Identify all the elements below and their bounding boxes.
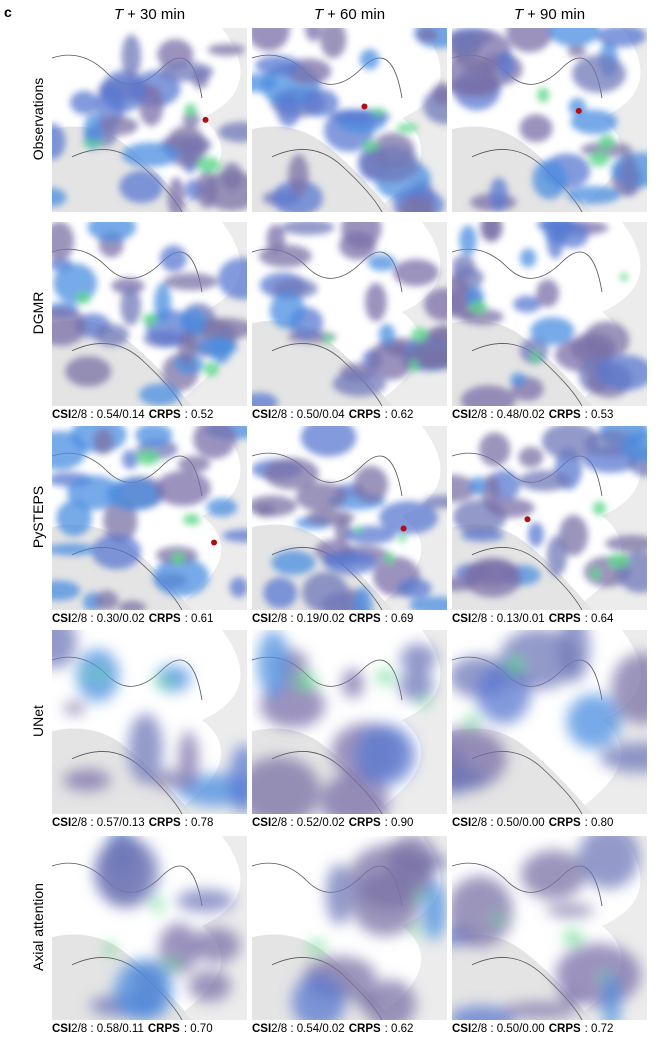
crps-label: CRPS (349, 409, 381, 421)
map-panel (52, 836, 247, 1020)
csi-label: CSI (452, 1023, 471, 1035)
csi-value: 2/8 : 0.48/0.02 (471, 409, 545, 421)
header-text: + 90 min (527, 6, 585, 23)
map-panel (252, 28, 447, 212)
metric-text: CSI2/8 : 0.52/0.02 CRPS : 0.90 (252, 817, 413, 829)
crps-label: CRPS (349, 1023, 381, 1035)
map-panel (52, 222, 247, 406)
csi-label: CSI (452, 409, 471, 421)
map-panel (252, 836, 447, 1020)
header-text: + 30 min (127, 6, 185, 23)
csi-value: 2/8 : 0.13/0.01 (471, 613, 545, 625)
metric-text: CSI2/8 : 0.48/0.02 CRPS : 0.53 (452, 409, 613, 421)
crps-label: CRPS (549, 613, 581, 625)
map-panel (52, 28, 247, 212)
metric-text: CSI2/8 : 0.50/0.00 CRPS : 0.80 (452, 817, 613, 829)
crps-value: : 0.70 (184, 1023, 213, 1035)
csi-value: 2/8 : 0.50/0.00 (471, 1023, 545, 1035)
map-panel (452, 426, 647, 610)
csi-label: CSI (52, 817, 71, 829)
metric-text: CSI2/8 : 0.58/0.11 CRPS : 0.70 (52, 1023, 213, 1035)
csi-value: 2/8 : 0.52/0.02 (271, 817, 345, 829)
column-header: T+ 90 min (452, 6, 647, 23)
header-symbol: T (514, 6, 523, 23)
crps-label: CRPS (549, 409, 581, 421)
map-panel (252, 630, 447, 814)
crps-value: : 0.52 (185, 409, 214, 421)
metric-text: CSI2/8 : 0.19/0.02 CRPS : 0.69 (252, 613, 413, 625)
metric-text: CSI2/8 : 0.30/0.02 CRPS : 0.61 (52, 613, 213, 625)
csi-label: CSI (252, 1023, 271, 1035)
crps-value: : 0.62 (385, 1023, 414, 1035)
row-label: PySTEPS (30, 425, 46, 609)
map-panel (452, 28, 647, 212)
header-text: + 60 min (327, 6, 385, 23)
csi-value: 2/8 : 0.54/0.14 (71, 409, 145, 421)
map-panel (252, 426, 447, 610)
csi-value: 2/8 : 0.54/0.02 (271, 1023, 345, 1035)
figure: c T+ 30 minT+ 60 minT+ 90 minObservation… (0, 0, 662, 1044)
row-label: Observations (30, 27, 46, 211)
map-panel (452, 836, 647, 1020)
crps-value: : 0.62 (385, 409, 414, 421)
csi-label: CSI (252, 817, 271, 829)
metric-text: CSI2/8 : 0.13/0.01 CRPS : 0.64 (452, 613, 613, 625)
map-panel (452, 222, 647, 406)
metric-text: CSI2/8 : 0.57/0.13 CRPS : 0.78 (52, 817, 213, 829)
crps-label: CRPS (149, 409, 181, 421)
map-panel (52, 630, 247, 814)
crps-label: CRPS (349, 817, 381, 829)
crps-value: : 0.61 (185, 613, 214, 625)
metric-text: CSI2/8 : 0.50/0.04 CRPS : 0.62 (252, 409, 413, 421)
row-label: Axial attention (30, 835, 46, 1019)
csi-value: 2/8 : 0.50/0.00 (471, 817, 545, 829)
map-panel (452, 630, 647, 814)
csi-label: CSI (52, 409, 71, 421)
csi-value: 2/8 : 0.50/0.04 (271, 409, 345, 421)
map-panel (52, 426, 247, 610)
crps-label: CRPS (149, 817, 181, 829)
crps-value: : 0.53 (585, 409, 614, 421)
csi-label: CSI (52, 613, 71, 625)
metric-text: CSI2/8 : 0.54/0.02 CRPS : 0.62 (252, 1023, 413, 1035)
csi-label: CSI (452, 817, 471, 829)
csi-value: 2/8 : 0.57/0.13 (71, 817, 145, 829)
panel-label: c (4, 4, 12, 20)
csi-label: CSI (52, 1023, 71, 1035)
csi-label: CSI (252, 409, 271, 421)
row-label: UNet (30, 629, 46, 813)
metric-text: CSI2/8 : 0.54/0.14 CRPS : 0.52 (52, 409, 213, 421)
csi-value: 2/8 : 0.30/0.02 (71, 613, 145, 625)
column-header: T+ 60 min (252, 6, 447, 23)
crps-label: CRPS (148, 1023, 180, 1035)
csi-value: 2/8 : 0.58/0.11 (71, 1023, 144, 1035)
csi-value: 2/8 : 0.19/0.02 (271, 613, 345, 625)
crps-label: CRPS (349, 613, 381, 625)
crps-label: CRPS (149, 613, 181, 625)
csi-label: CSI (452, 613, 471, 625)
crps-value: : 0.78 (185, 817, 214, 829)
crps-label: CRPS (549, 1023, 581, 1035)
crps-label: CRPS (549, 817, 581, 829)
header-symbol: T (114, 6, 123, 23)
crps-value: : 0.90 (385, 817, 414, 829)
crps-value: : 0.64 (585, 613, 614, 625)
map-panel (252, 222, 447, 406)
csi-label: CSI (252, 613, 271, 625)
crps-value: : 0.80 (585, 817, 614, 829)
metric-text: CSI2/8 : 0.50/0.00 CRPS : 0.72 (452, 1023, 613, 1035)
column-header: T+ 30 min (52, 6, 247, 23)
crps-value: : 0.69 (385, 613, 414, 625)
row-label: DGMR (30, 221, 46, 405)
header-symbol: T (314, 6, 323, 23)
crps-value: : 0.72 (585, 1023, 614, 1035)
